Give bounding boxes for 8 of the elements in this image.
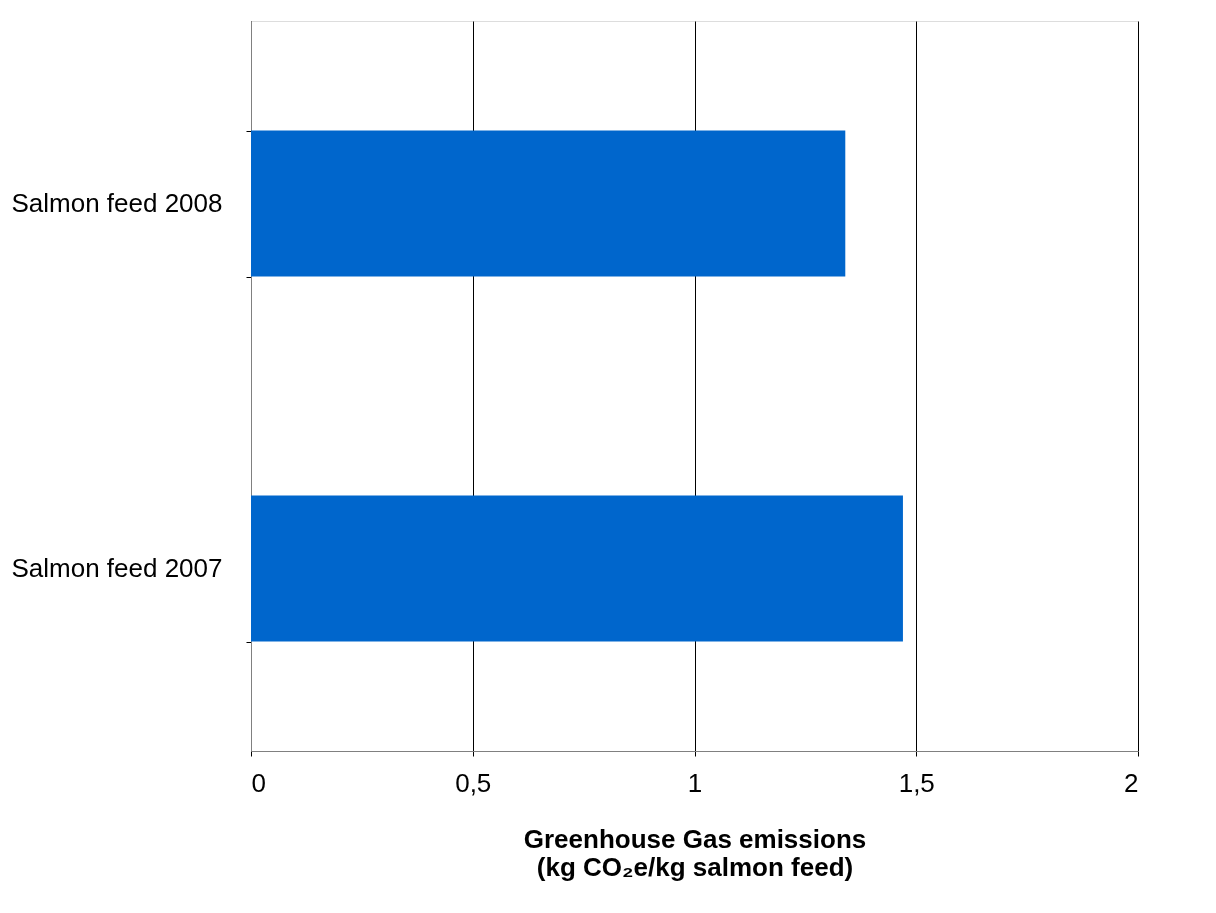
x-tick-label: 1 (687, 767, 703, 798)
y-tick-label: Salmon feed 2008 (11, 188, 223, 218)
y-tick-label: Salmon feed 2007 (11, 553, 223, 583)
x-tick-label: 1,5 (898, 767, 935, 798)
x-tick-label: 2 (1124, 767, 1139, 798)
x-axis-title: Greenhouse Gas emissions (kg CO₂e/kg salmon feed) (523, 823, 867, 882)
x-tick-label: 0 (251, 767, 266, 798)
x-tick-label: 0,5 (455, 767, 492, 798)
